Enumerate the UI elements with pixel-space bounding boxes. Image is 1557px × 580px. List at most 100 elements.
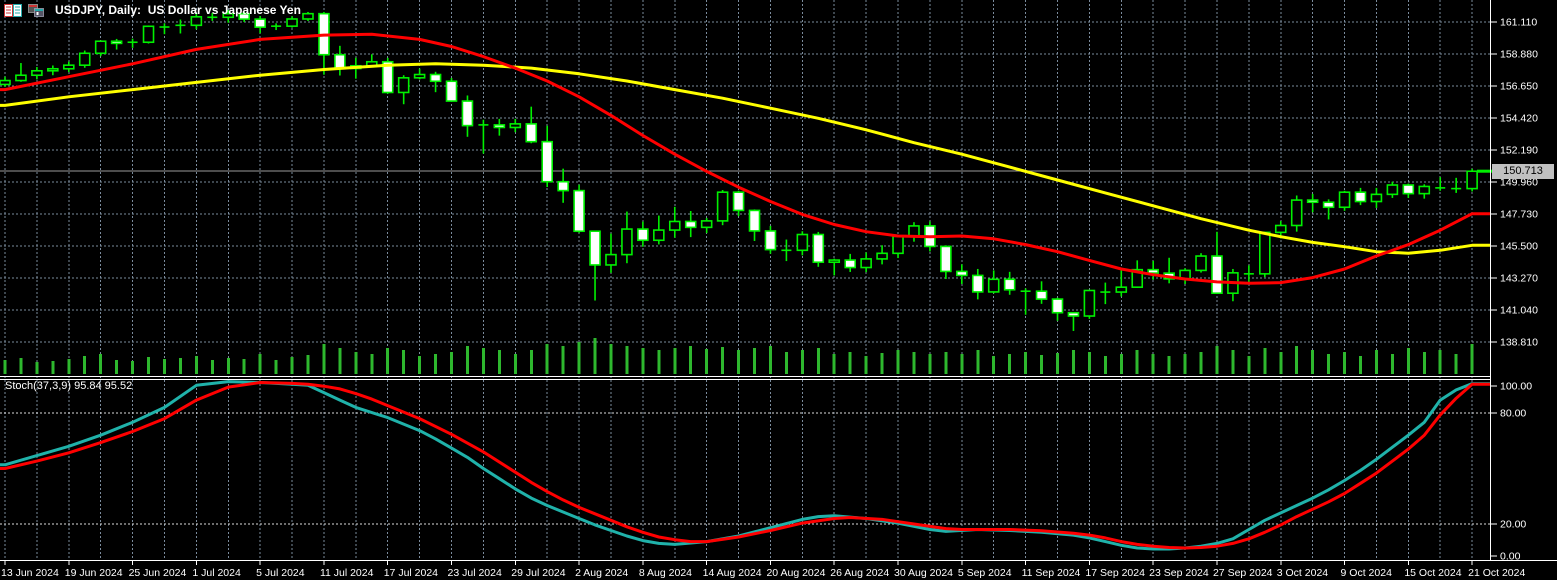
volume-bar	[1311, 350, 1315, 374]
ma-slow-line	[0, 62, 1490, 255]
stoch-signal-line	[0, 381, 1490, 550]
candle-body	[1402, 184, 1415, 195]
price-axis-label: 145.500	[1500, 241, 1538, 253]
volume-bar	[1040, 355, 1044, 374]
candle-body	[110, 40, 123, 45]
candle-body	[637, 228, 649, 242]
volume-bar	[67, 359, 71, 374]
volume-bar	[3, 360, 7, 374]
volume-bar	[625, 346, 629, 374]
volume-bar	[609, 344, 613, 374]
volume-bar	[896, 350, 900, 374]
date-axis-label: 2 Aug 2024	[575, 567, 628, 579]
volume-bar	[928, 354, 932, 374]
volume-bar	[737, 350, 741, 374]
candle-body	[254, 18, 266, 28]
candle-body	[1211, 255, 1223, 295]
volume-bar	[210, 360, 214, 374]
date-axis-label: 17 Sep 2024	[1085, 567, 1145, 579]
candle-body	[238, 12, 251, 20]
volume-bar	[242, 359, 246, 374]
volume-bar	[178, 358, 182, 374]
volume-bar	[83, 356, 87, 374]
candle-body	[557, 180, 569, 192]
volume-bar	[1422, 352, 1426, 374]
date-axis-label: 17 Jul 2024	[384, 567, 438, 579]
candle-body	[31, 69, 43, 77]
candle-body	[0, 79, 11, 86]
volume-bar	[976, 350, 980, 374]
candle-body	[1195, 255, 1207, 272]
date-axis-label: 21 Oct 2024	[1468, 567, 1525, 579]
stoch-main-line	[0, 380, 1490, 551]
volume-bar	[465, 346, 469, 374]
candle-body	[445, 80, 458, 102]
volume-bar	[1024, 352, 1028, 374]
date-axis-label: 11 Jul 2024	[320, 567, 374, 579]
candle-body	[1259, 231, 1271, 275]
volume-bar	[1470, 344, 1474, 374]
date-axis-label: 14 Aug 2024	[703, 567, 762, 579]
volume-bar	[1215, 346, 1219, 374]
date-axis-label: 15 Oct 2024	[1404, 567, 1461, 579]
volume-bar	[131, 361, 135, 374]
date-axis-label: 8 Aug 2024	[639, 567, 692, 579]
candle-body	[1306, 199, 1319, 204]
candle-body	[1466, 170, 1478, 190]
price-axis-label: 152.190	[1500, 145, 1538, 157]
volume-bar	[194, 356, 198, 374]
price-axis-label: 143.270	[1500, 273, 1538, 285]
volume-bar	[1231, 350, 1235, 374]
volume-bar	[753, 348, 757, 374]
volume-bar	[705, 349, 709, 374]
panel-borders	[0, 0, 1557, 565]
volume-bar	[1327, 354, 1331, 374]
candle-body	[413, 73, 426, 79]
candle-body	[1354, 191, 1367, 203]
candle-body	[286, 18, 298, 27]
candle-body	[764, 230, 777, 251]
candle-body	[940, 245, 952, 273]
candle-body	[509, 123, 522, 129]
volume-bar	[641, 348, 645, 374]
chart-title: USDJPY, Daily: US Dollar vs Japanese Yen	[55, 3, 301, 17]
volume-bar	[1406, 348, 1410, 374]
date-axis-label: 5 Sep 2024	[958, 567, 1012, 579]
indicator-label: Stoch(37,3,9) 95.84 95.52	[5, 380, 133, 392]
candle-body	[876, 252, 888, 260]
candle-body	[190, 16, 203, 27]
volume-bar	[593, 338, 597, 374]
volume-bar	[657, 350, 661, 374]
price-axis-label: 147.730	[1500, 209, 1538, 221]
volume-bar	[306, 355, 310, 374]
candle-body	[828, 259, 841, 264]
candle-body	[621, 228, 633, 256]
candle-body	[541, 140, 553, 183]
candle-body	[47, 67, 59, 72]
volume-bar	[115, 360, 119, 374]
volume-bar	[1279, 352, 1283, 374]
candle-body	[1370, 193, 1383, 203]
journal-icon	[4, 3, 22, 17]
candle-body	[844, 259, 856, 269]
date-axis-label: 23 Jul 2024	[448, 567, 502, 579]
candle-body	[78, 52, 91, 66]
volume-bar	[370, 354, 374, 374]
volume-bars	[3, 338, 1474, 374]
volume-bar	[848, 352, 852, 374]
candle-body	[1115, 286, 1128, 293]
candle-body	[334, 53, 346, 70]
volume-bar	[354, 352, 358, 374]
volume-bar	[19, 358, 23, 374]
candle-body	[1003, 278, 1016, 291]
candle-body	[748, 209, 761, 232]
volume-bar	[673, 348, 677, 374]
candle-body	[1290, 199, 1303, 227]
candle-body	[860, 258, 872, 269]
volume-bar	[1167, 356, 1171, 374]
ma-fast-line	[0, 32, 1490, 285]
price-axis-label: 138.810	[1500, 337, 1538, 349]
volume-bar	[35, 362, 39, 374]
date-axis-label: 1 Jul 2024	[192, 567, 241, 579]
